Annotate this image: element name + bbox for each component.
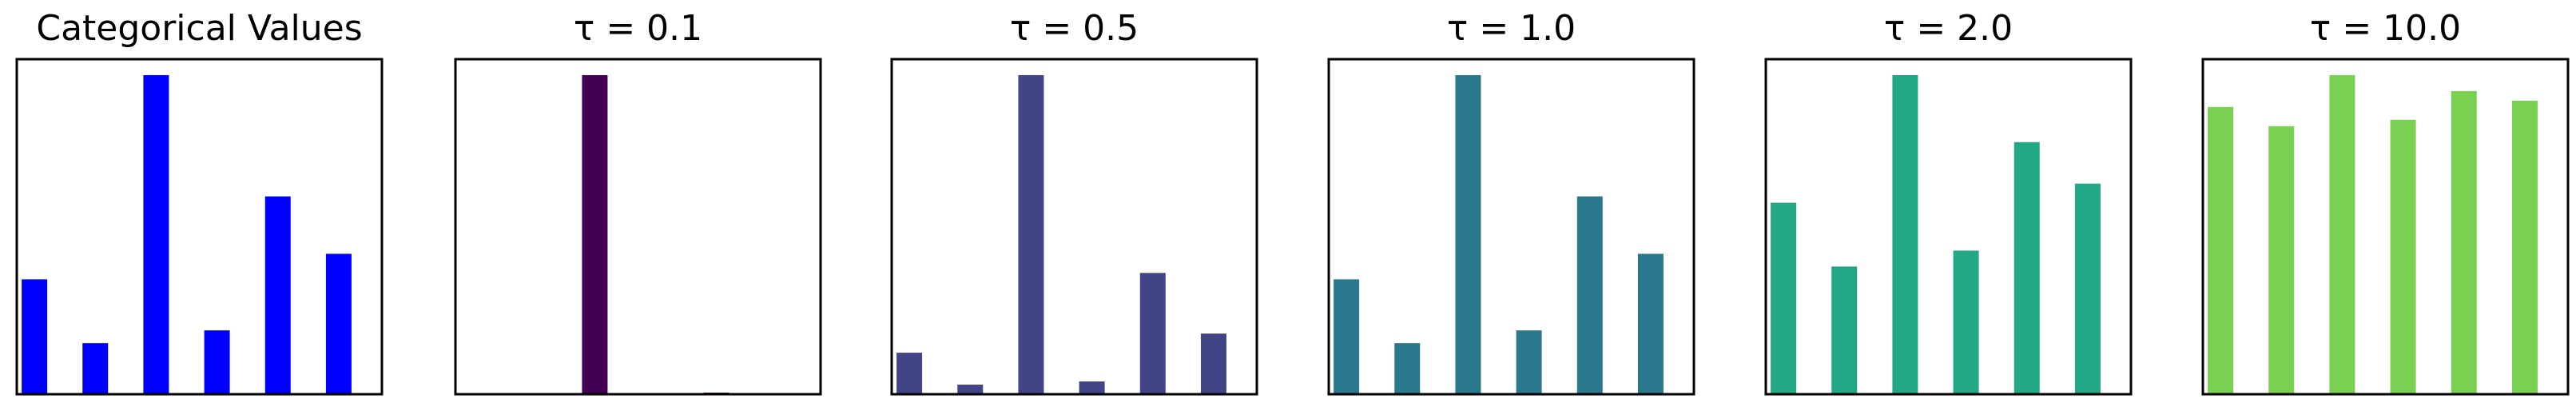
bar <box>1200 333 1226 394</box>
bar <box>582 74 608 394</box>
axes-frame <box>890 58 1258 396</box>
bar <box>2074 183 2101 394</box>
bar <box>1334 279 1360 394</box>
bar <box>957 385 984 394</box>
axes-frame <box>454 58 822 396</box>
bar <box>1576 196 1603 394</box>
bar <box>1953 250 1979 394</box>
chart-title: τ = 2.0 <box>1884 8 2013 49</box>
bar <box>896 353 923 394</box>
bar <box>2511 100 2538 394</box>
bar <box>2390 119 2416 395</box>
bar <box>143 74 169 394</box>
axes-frame <box>1327 58 1695 396</box>
bar <box>1455 74 1481 394</box>
chart-title: τ = 10.0 <box>2310 8 2461 49</box>
chart-title: τ = 1.0 <box>1447 8 1576 49</box>
axes-frame <box>2201 58 2570 396</box>
bar <box>2329 74 2355 394</box>
bar <box>1831 266 1858 394</box>
bar <box>82 343 109 394</box>
chart-title: Categorical Values <box>36 8 362 49</box>
chart-title: τ = 0.1 <box>574 8 702 49</box>
chart-title: τ = 0.5 <box>1010 8 1139 49</box>
bar <box>1018 74 1044 394</box>
axes-frame <box>15 58 384 396</box>
bar <box>1394 343 1421 394</box>
axes-frame <box>1764 58 2133 396</box>
bar <box>1516 330 1542 394</box>
bar <box>325 253 352 394</box>
bar <box>264 196 291 394</box>
bar <box>1637 253 1664 394</box>
bar <box>2208 106 2234 394</box>
bar <box>22 279 48 394</box>
bar <box>1139 273 1166 394</box>
bar <box>1892 74 1918 394</box>
bar <box>2268 126 2295 395</box>
bar <box>204 330 230 394</box>
bar <box>2451 90 2477 395</box>
bar <box>2013 142 2040 394</box>
bar <box>1079 381 1105 394</box>
bar <box>1771 202 1797 394</box>
